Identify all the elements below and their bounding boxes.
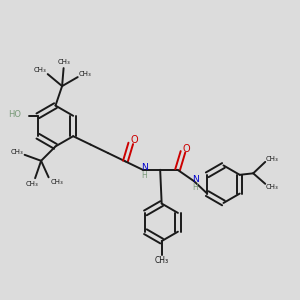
Text: CH₃: CH₃ <box>154 256 169 266</box>
Text: O: O <box>130 135 138 146</box>
Text: CH₃: CH₃ <box>51 179 63 185</box>
Text: HO: HO <box>8 110 21 119</box>
Text: N: N <box>192 175 199 184</box>
Text: H: H <box>192 183 198 192</box>
Text: N: N <box>141 163 148 172</box>
Text: CH₃: CH₃ <box>11 149 23 155</box>
Text: CH₃: CH₃ <box>266 184 278 190</box>
Text: CH₃: CH₃ <box>57 59 70 65</box>
Text: CH₃: CH₃ <box>266 156 278 162</box>
Text: CH₃: CH₃ <box>79 71 92 77</box>
Text: H: H <box>141 171 147 180</box>
Text: CH₃: CH₃ <box>34 67 46 73</box>
Text: O: O <box>183 144 190 154</box>
Text: CH₃: CH₃ <box>26 181 38 187</box>
